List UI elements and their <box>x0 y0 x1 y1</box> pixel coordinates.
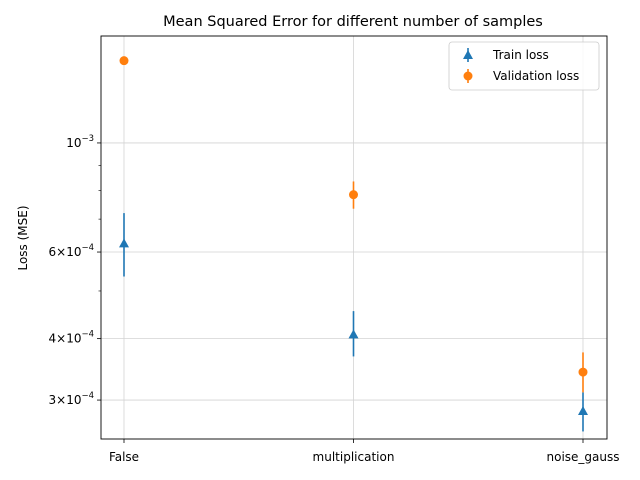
x-tick-label: noise_gauss <box>547 450 620 464</box>
legend-label: Train loss <box>492 48 549 62</box>
y-tick-label: 4×10−4 <box>49 330 95 346</box>
legend-marker <box>463 71 473 81</box>
y-axis-label: Loss (MSE) <box>16 205 30 270</box>
legend-label: Validation loss <box>493 69 579 83</box>
legend: Train loss Validation loss <box>448 41 600 91</box>
y-tick-label: 3×10−4 <box>49 391 95 407</box>
series-train-loss <box>119 213 588 432</box>
y-tick-label: 6×10−4 <box>49 243 95 259</box>
data-point <box>119 238 129 248</box>
legend-item: Train loss <box>463 48 549 62</box>
series-layer <box>119 56 588 432</box>
chart-title: Mean Squared Error for different number … <box>163 14 543 30</box>
series-validation-loss <box>119 56 588 393</box>
legend-marker <box>463 50 473 59</box>
y-axis: 10−3 6×10−4 4×10−4 3×10−4 <box>49 134 101 407</box>
data-point <box>349 190 358 200</box>
legend-box <box>448 41 600 91</box>
legend-item: Validation loss <box>463 69 579 83</box>
data-point <box>578 406 588 416</box>
y-tick-label: 10−3 <box>66 134 94 150</box>
grid <box>101 36 607 439</box>
x-axis: False multiplication noise_gauss <box>109 439 620 464</box>
data-point <box>578 367 588 377</box>
x-tick-label: multiplication <box>313 450 395 464</box>
x-tick-label: False <box>109 450 139 464</box>
data-point <box>119 56 129 66</box>
data-point <box>348 329 359 339</box>
plot-frame <box>100 35 608 440</box>
